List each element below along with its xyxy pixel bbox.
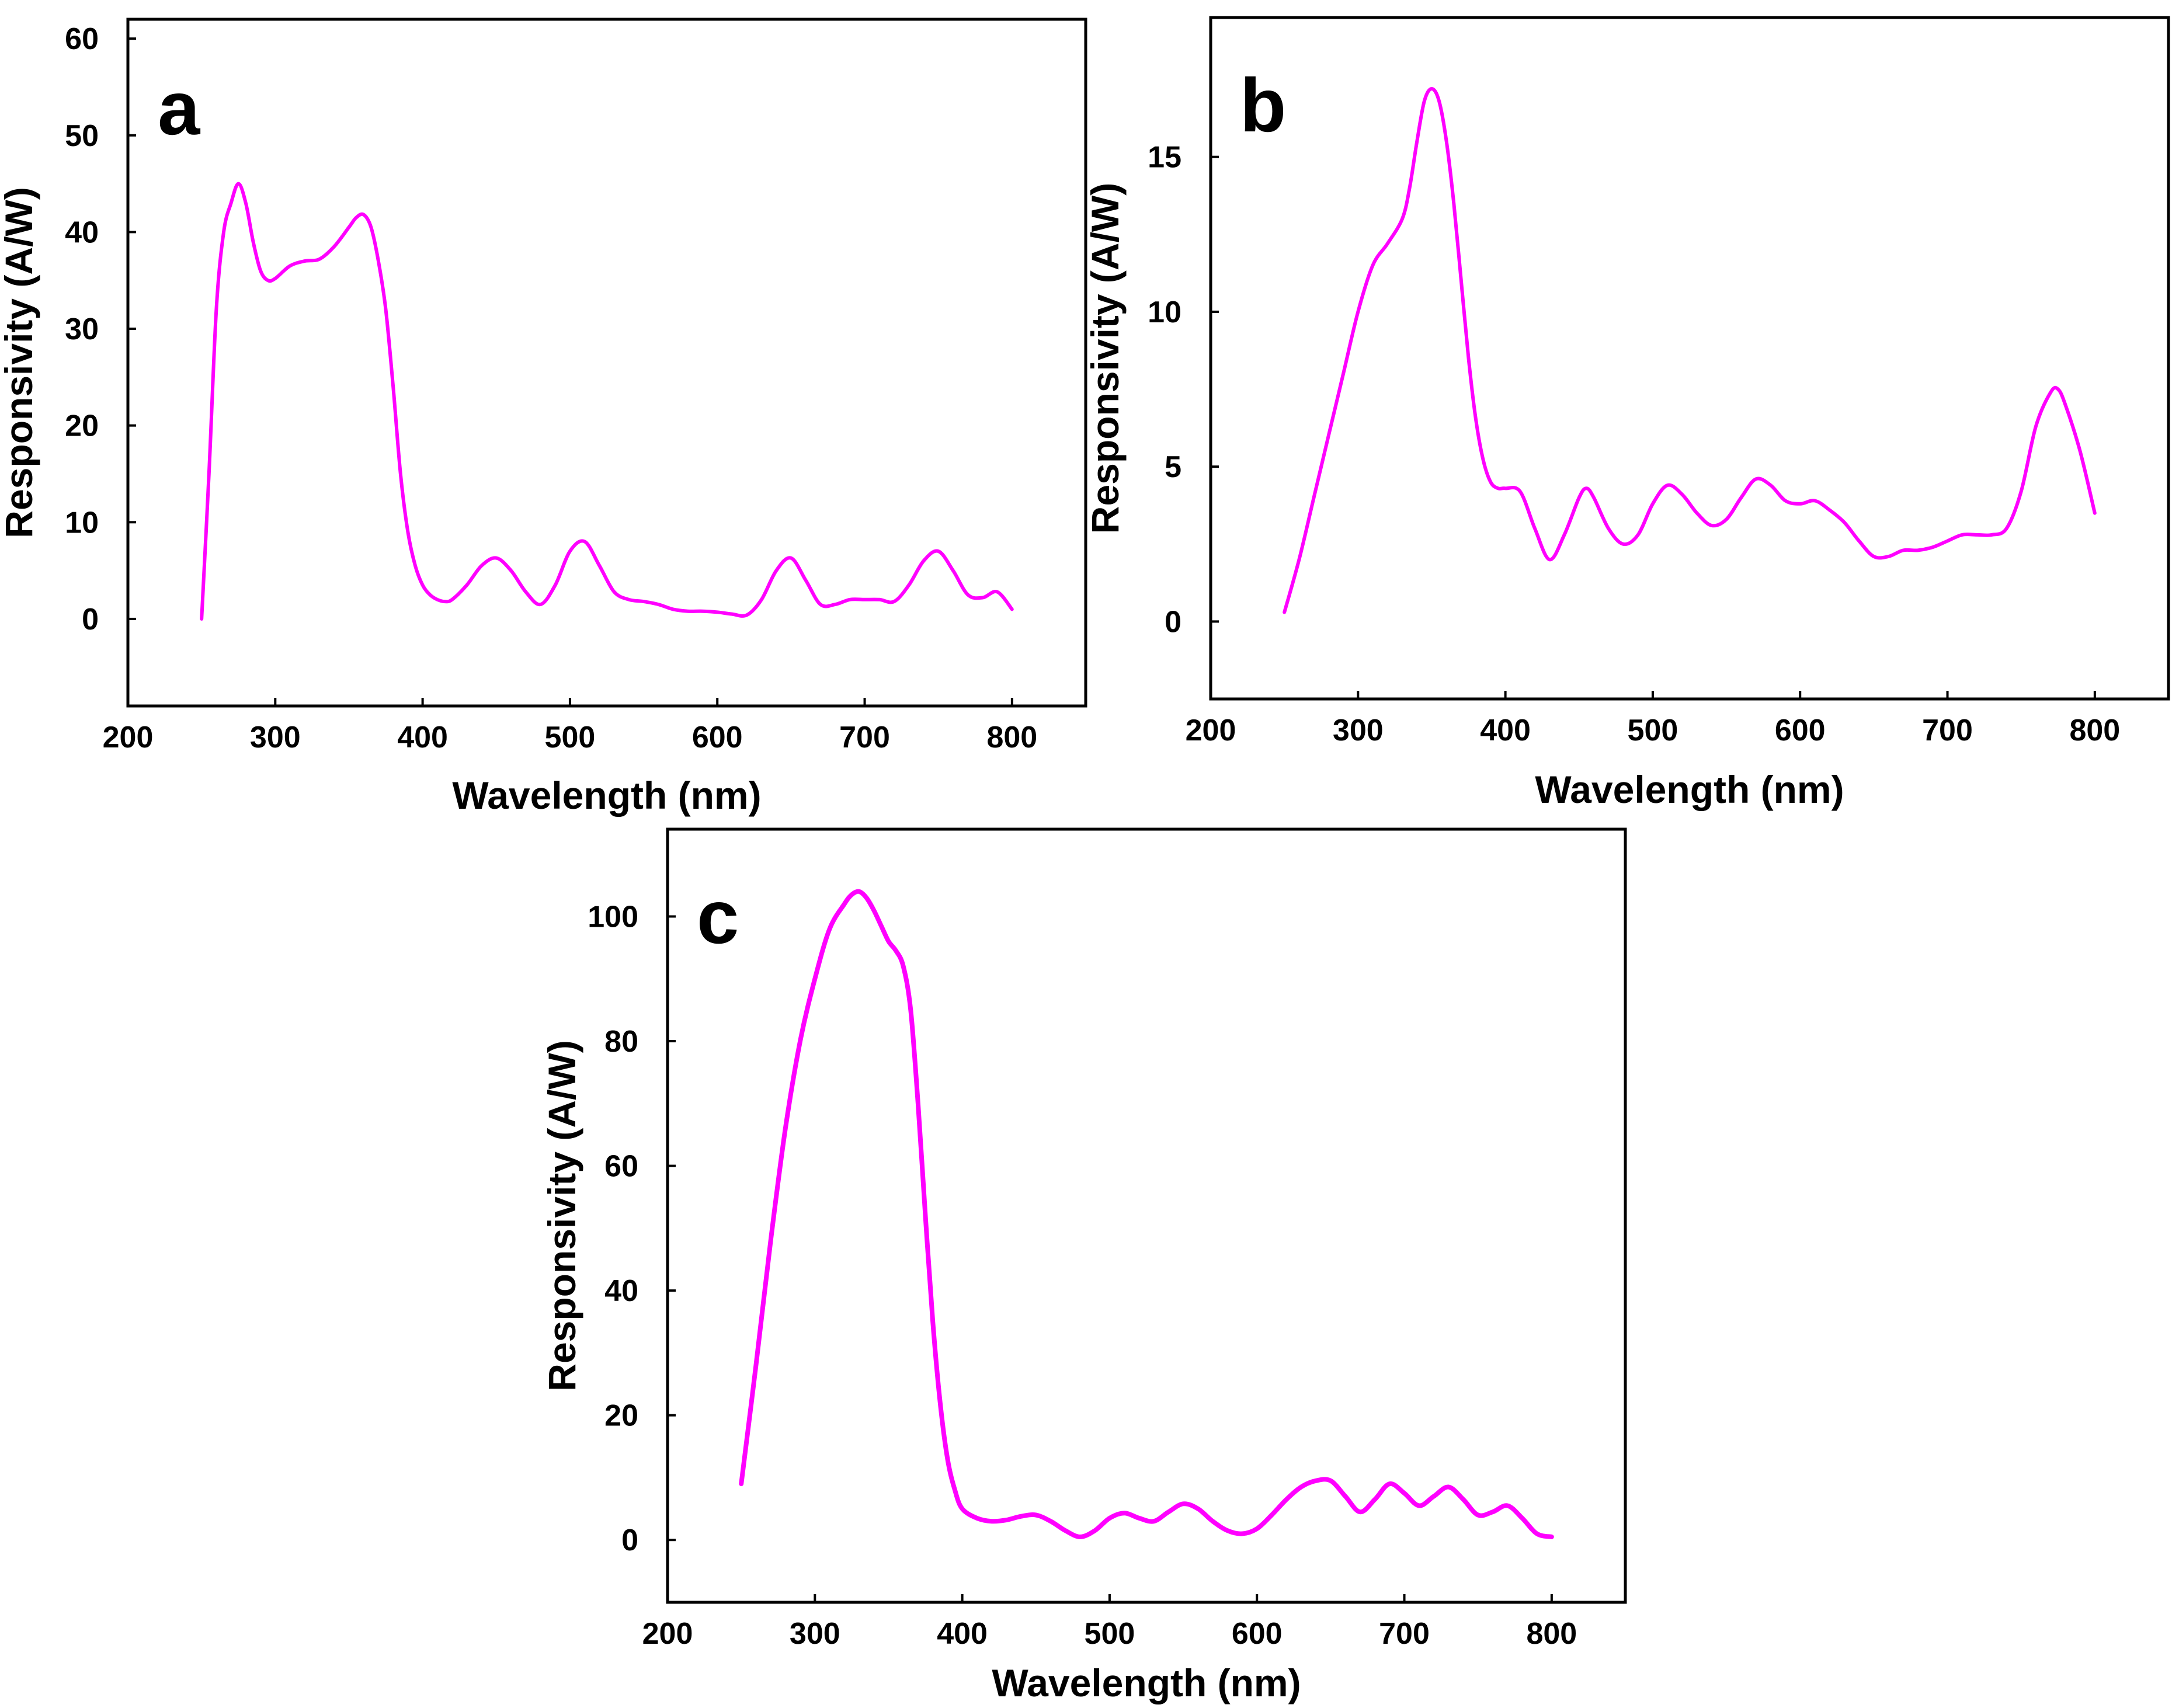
x-tick-label: 800 [1526,1617,1577,1651]
chart-panel-a: 200 300 400 500 600 700 800 0 10 20 30 40 50 60 Wavele… [0,18,1087,817]
x-tick-label: 400 [937,1617,988,1651]
series-line-c [739,889,1554,1539]
x-tick-label: 300 [790,1617,840,1651]
chart-panel-b: 200 300 400 500 600 700 800 0 5 10 15 Wavelength (n… [1083,16,2170,811]
x-tick-label: 500 [545,721,596,754]
y-tick-label: 20 [604,1399,638,1433]
x-tick-label: 600 [692,721,743,754]
x-tick-label: 800 [986,721,1037,754]
plot-frame-b [1209,16,2170,701]
y-tick-label: 60 [604,1150,638,1184]
x-tick-label: 700 [1379,1617,1430,1651]
panel-label-a: a [158,65,201,151]
y-tick-label: 50 [65,119,99,153]
x-axis-title: Wavelength (nm) [452,774,761,817]
x-tick-label: 300 [1333,714,1384,747]
y-tick-label: 60 [65,22,99,56]
y-tick-label: 30 [65,312,99,346]
x-tick-label: 800 [2069,714,2120,747]
x-axis-title: Wavelength (nm) [1535,768,1844,811]
y-tick-label: 20 [65,409,99,443]
y-tick-label: 100 [588,900,638,934]
y-tick-label: 10 [65,506,99,540]
y-tick-label: 15 [1148,141,1181,175]
x-tick-label: 400 [1480,714,1531,747]
plot-frame-c [666,827,1627,1604]
x-axis-title: Wavelength (nm) [992,1661,1301,1704]
y-tick-label: 40 [604,1274,638,1308]
y-tick-label: 10 [1148,295,1181,329]
y-axis-title: Responsivity (A/W) [540,1040,583,1391]
x-tick-label: 400 [397,721,448,754]
x-tick-label: 600 [1775,714,1826,747]
y-axis-title: Responsivity (A/W) [0,187,40,538]
panel-label-b: b [1240,62,1286,148]
y-tick-label: 0 [621,1523,638,1557]
y-tick-label: 5 [1165,450,1181,484]
x-tick-label: 700 [839,721,890,754]
series-line-b [1283,87,2097,614]
x-tick-label: 700 [1922,714,1973,747]
chart-panel-c: 200 300 400 500 600 700 800 0 20 40 60 80 100 Wavelen… [540,827,1627,1704]
x-tick-label: 300 [250,721,301,754]
y-tick-label: 0 [1165,605,1181,639]
series-line-a [200,182,1014,621]
plot-frame-a [126,18,1087,708]
y-tick-label: 40 [65,215,99,249]
x-tick-label: 500 [1628,714,1678,747]
x-tick-label: 500 [1085,1617,1135,1651]
panel-label-c: c [697,874,739,959]
x-tick-label: 600 [1232,1617,1283,1651]
y-tick-label: 0 [82,603,99,636]
y-tick-label: 80 [604,1025,638,1059]
y-axis-title: Responsivity (A/W) [1083,183,1127,534]
x-tick-label: 200 [1186,714,1236,747]
x-tick-label: 200 [103,721,154,754]
x-tick-label: 200 [642,1617,693,1651]
